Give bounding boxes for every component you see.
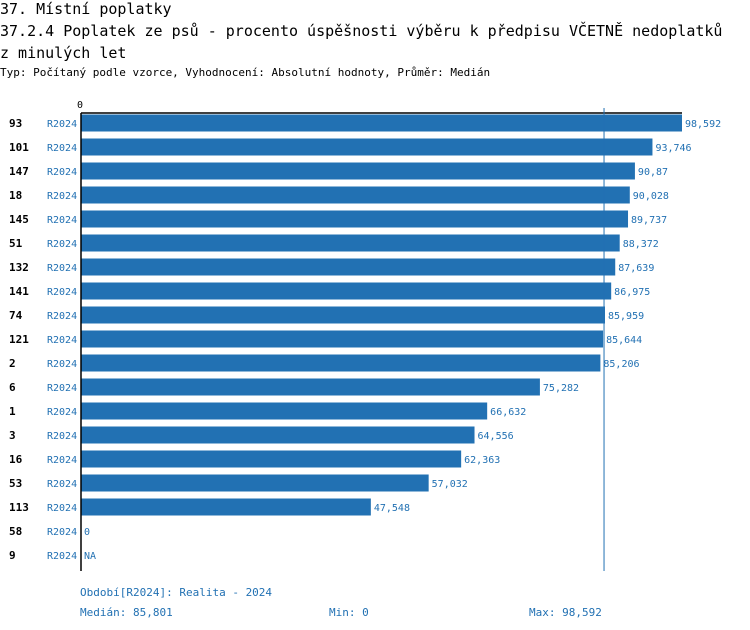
bar [81,474,429,492]
row-period-label: R2024 [47,167,77,178]
bar [81,138,653,156]
chart-title-line1: 37. Místní poplatky [0,0,172,18]
bar-value-label: 66,632 [490,407,526,418]
bar-value-label: 64,556 [478,431,514,442]
row-period-label: R2024 [47,383,77,394]
bar-value-label: 85,959 [608,311,644,322]
bar [81,282,612,300]
bar-value-label: 0 [84,527,90,538]
bar-value-label: 85,206 [603,359,639,370]
row-id-label: 132 [9,261,29,274]
row-id-label: 53 [9,477,22,490]
row-id-label: 9 [9,549,16,562]
row-id-label: 18 [9,189,22,202]
row-id-label: 93 [9,117,22,130]
bar-value-label: 89,737 [631,215,667,226]
bar [81,354,601,372]
bar-value-label: 90,87 [638,167,668,178]
bar-value-label: NA [84,551,96,562]
row-id-label: 3 [9,429,16,442]
bar-value-label: 93,746 [655,143,691,154]
bar [81,162,635,180]
row-period-label: R2024 [47,527,77,538]
bar [81,210,629,228]
row-period-label: R2024 [47,479,77,490]
row-period-label: R2024 [47,359,77,370]
bar [81,330,604,348]
row-id-label: 113 [9,501,29,514]
bar [81,402,488,420]
bar [81,426,475,444]
bar-value-label: 47,548 [374,503,410,514]
bar [81,378,540,396]
bar-value-label: 57,032 [432,479,468,490]
bar [81,450,462,468]
row-period-label: R2024 [47,455,77,466]
max-summary: Max: 98,592 [529,606,602,619]
bar-value-label: 62,363 [464,455,500,466]
row-period-label: R2024 [47,311,77,322]
row-id-label: 74 [9,309,23,322]
row-period-label: R2024 [47,215,77,226]
min-summary: Min: 0 [329,606,369,619]
bar-value-label: 85,644 [606,335,642,346]
row-id-label: 141 [9,285,29,298]
row-id-label: 2 [9,357,16,370]
bar-value-label: 75,282 [543,383,579,394]
row-id-label: 145 [9,213,29,226]
bar [81,186,630,204]
row-period-label: R2024 [47,239,77,250]
median-summary: Medián: 85,801 [80,606,173,619]
row-period-label: R2024 [47,143,77,154]
bar [81,114,682,132]
row-period-label: R2024 [47,119,77,130]
row-period-label: R2024 [47,431,77,442]
row-period-label: R2024 [47,335,77,346]
row-period-label: R2024 [47,263,77,274]
chart-subtitle: Typ: Počítaný podle vzorce, Vyhodnocení:… [0,66,491,79]
row-id-label: 1 [9,405,16,418]
chart-title-line3: z minulých let [0,44,127,62]
bar [81,234,620,252]
bar-value-label: 98,592 [685,119,721,130]
row-period-label: R2024 [47,551,77,562]
row-id-label: 51 [9,237,23,250]
row-period-label: R2024 [47,503,77,514]
row-id-label: 6 [9,381,16,394]
row-period-label: R2024 [47,191,77,202]
period-legend: Období[R2024]: Realita - 2024 [80,586,273,599]
bar [81,498,371,516]
row-id-label: 101 [9,141,29,154]
bar-value-label: 90,028 [633,191,669,202]
row-id-label: 16 [9,453,23,466]
bar [81,258,616,276]
row-id-label: 121 [9,333,29,346]
row-id-label: 147 [9,165,29,178]
row-period-label: R2024 [47,407,77,418]
axis-zero-label: 0 [77,100,83,111]
bar-value-label: 86,975 [614,287,650,298]
bar-value-label: 87,639 [618,263,654,274]
row-period-label: R2024 [47,287,77,298]
bar-value-label: 88,372 [623,239,659,250]
row-id-label: 58 [9,525,22,538]
bar [81,306,605,324]
chart-title-line2: 37.2.4 Poplatek ze psů - procento úspěšn… [0,22,723,40]
